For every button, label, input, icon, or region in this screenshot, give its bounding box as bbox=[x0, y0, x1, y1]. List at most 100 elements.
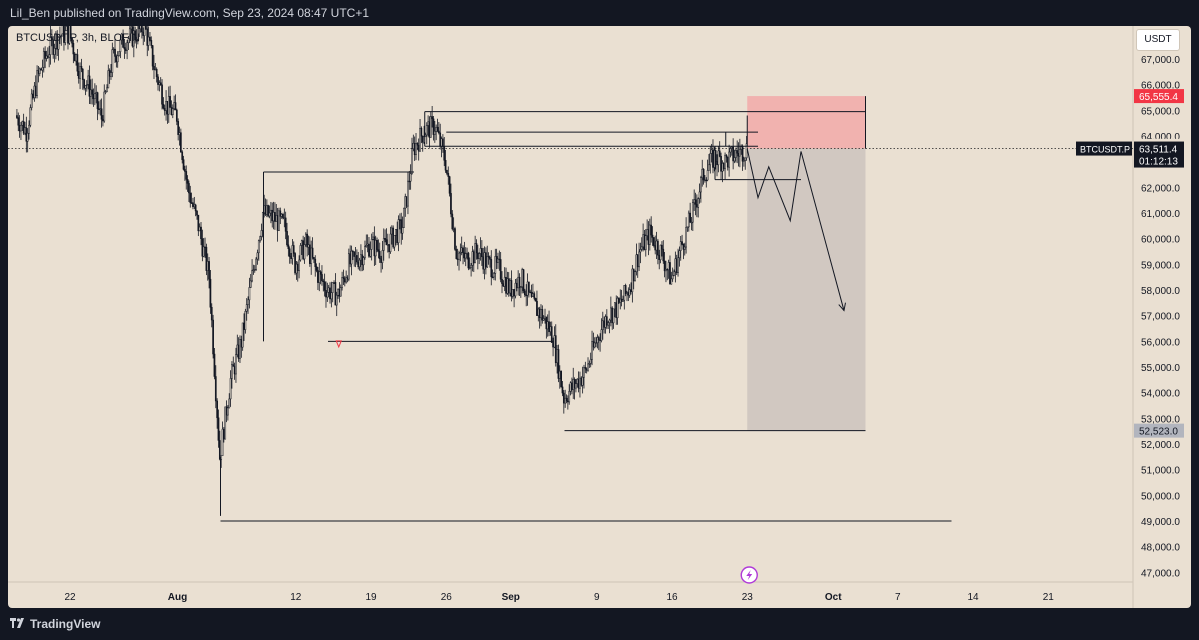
candle-body bbox=[463, 252, 466, 259]
candle-body bbox=[507, 278, 510, 294]
candle-body bbox=[185, 171, 188, 180]
candle-body bbox=[737, 153, 740, 157]
candle-body bbox=[270, 209, 272, 214]
candle-body bbox=[28, 124, 30, 134]
candle-body bbox=[300, 240, 303, 246]
candle-body bbox=[528, 281, 530, 293]
candle-body bbox=[296, 263, 299, 271]
candle-body bbox=[691, 202, 694, 223]
candle-body bbox=[326, 292, 329, 298]
candle-body bbox=[560, 370, 562, 388]
candle-body bbox=[276, 215, 279, 231]
candle-body bbox=[345, 277, 347, 283]
chart-panel[interactable]: 67,000.066,000.065,000.064,000.063,000.0… bbox=[8, 26, 1191, 608]
price-chart[interactable]: 67,000.066,000.065,000.064,000.063,000.0… bbox=[8, 26, 1191, 608]
candle-body bbox=[204, 246, 206, 248]
candle-body bbox=[447, 173, 450, 177]
candle-body bbox=[510, 280, 513, 297]
candle-body bbox=[272, 212, 275, 222]
candle-body bbox=[561, 386, 564, 394]
candle-body bbox=[673, 271, 675, 276]
candle-body bbox=[334, 282, 337, 306]
candle-body bbox=[571, 382, 573, 390]
candle-body bbox=[392, 227, 395, 248]
candle-body bbox=[537, 308, 540, 316]
candle-body bbox=[435, 126, 438, 132]
candle-body bbox=[143, 26, 146, 36]
candle-body bbox=[483, 252, 486, 270]
candle-body bbox=[85, 84, 88, 86]
candle-body bbox=[38, 68, 41, 74]
price-tick-label: 65,000.0 bbox=[1141, 106, 1180, 117]
candle-body bbox=[569, 382, 572, 392]
price-tick-label: 64,000.0 bbox=[1141, 132, 1180, 143]
candle-body bbox=[677, 257, 679, 273]
candle-body bbox=[491, 276, 494, 278]
unit-currency-button[interactable]: USDT bbox=[1136, 29, 1180, 51]
candle-body bbox=[687, 212, 690, 228]
candle-body bbox=[80, 66, 83, 70]
stop-loss-zone bbox=[747, 96, 866, 149]
candle-body bbox=[184, 169, 186, 172]
candle-body bbox=[169, 96, 171, 108]
candle-body bbox=[485, 252, 487, 268]
candle-body bbox=[580, 377, 583, 386]
candle-body bbox=[698, 191, 701, 199]
candle-body bbox=[235, 354, 237, 375]
candle-body bbox=[639, 249, 642, 253]
candle-body bbox=[720, 155, 722, 172]
candle-body bbox=[451, 213, 454, 230]
candle-body bbox=[670, 278, 673, 285]
candle-body bbox=[137, 26, 139, 42]
candle-body bbox=[212, 319, 214, 355]
pivot-marker-icon bbox=[335, 340, 342, 349]
candle-body bbox=[186, 179, 189, 184]
candle-body bbox=[666, 269, 669, 271]
candle-body bbox=[304, 233, 307, 245]
candle-body bbox=[524, 290, 526, 296]
candle-body bbox=[309, 244, 311, 264]
candle-body bbox=[145, 26, 147, 30]
take-profit-zone bbox=[747, 148, 866, 431]
candle-body bbox=[365, 245, 368, 247]
time-tick-label: 7 bbox=[895, 592, 901, 603]
candle-body bbox=[740, 146, 743, 150]
candle-body bbox=[481, 248, 483, 258]
candle-body bbox=[663, 260, 666, 272]
candle-body bbox=[460, 247, 463, 253]
candle-body bbox=[206, 261, 209, 271]
candle-body bbox=[362, 257, 365, 266]
candle-body bbox=[32, 93, 34, 98]
candle-body bbox=[376, 239, 378, 250]
candle-body bbox=[627, 292, 630, 296]
candle-body bbox=[104, 91, 107, 93]
candle-body bbox=[599, 339, 601, 342]
projection-arrowhead bbox=[838, 302, 846, 312]
candle-body bbox=[597, 337, 600, 341]
candle-body bbox=[743, 160, 745, 162]
candle-body bbox=[329, 287, 331, 300]
candle-body bbox=[213, 353, 216, 377]
candle-body bbox=[356, 255, 358, 263]
candle-body bbox=[624, 285, 627, 294]
candle-body bbox=[126, 42, 128, 51]
candle-body bbox=[197, 214, 200, 232]
candle-body bbox=[353, 251, 356, 257]
candle-body bbox=[669, 262, 671, 285]
candle-body bbox=[384, 238, 386, 240]
candle-body bbox=[158, 82, 161, 85]
candle-body bbox=[87, 75, 89, 85]
candle-body bbox=[155, 68, 158, 78]
candle-body bbox=[286, 231, 288, 246]
candle-body bbox=[141, 26, 143, 33]
candle-body bbox=[69, 26, 72, 39]
candle-body bbox=[127, 38, 130, 43]
price-tick-label: 51,000.0 bbox=[1141, 466, 1180, 477]
candle-body bbox=[683, 246, 686, 250]
candle-body bbox=[275, 215, 278, 222]
candle-body bbox=[257, 240, 260, 254]
candle-body bbox=[497, 258, 499, 263]
candle-body bbox=[44, 51, 46, 59]
candle-body bbox=[103, 91, 106, 122]
candle-body bbox=[280, 213, 283, 217]
